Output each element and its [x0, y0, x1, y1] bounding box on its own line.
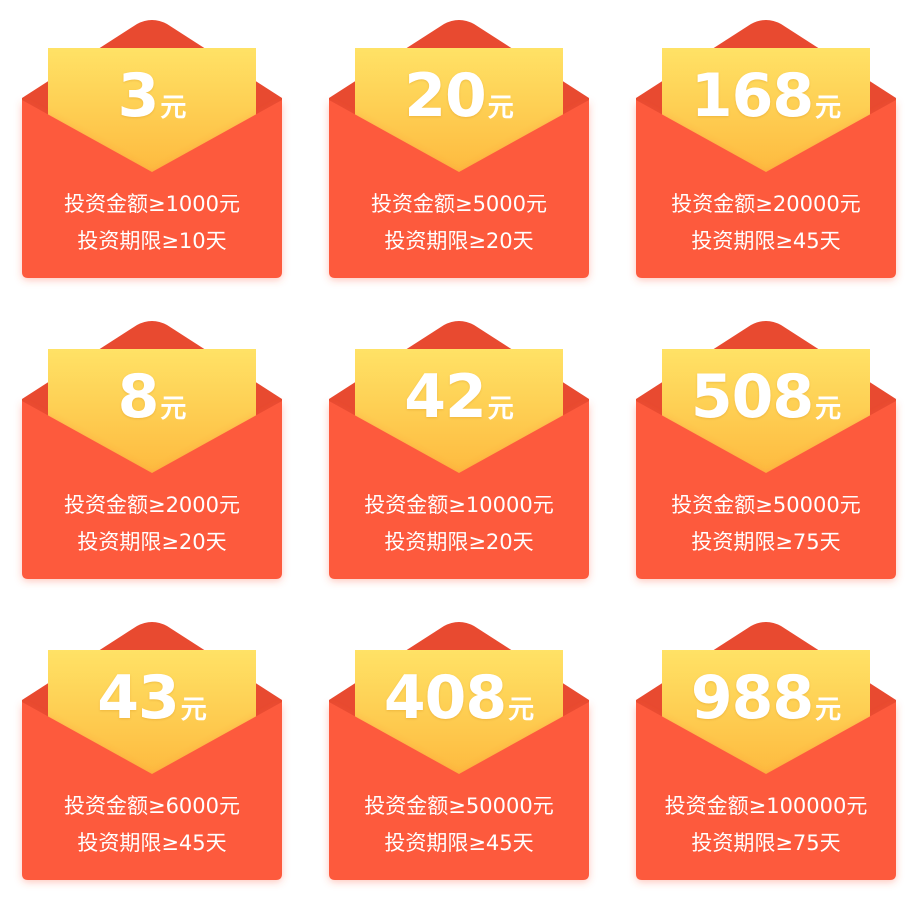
bonus-amount: 43元: [22, 668, 282, 728]
red-packet[interactable]: 8元 投资金额≥2000元 投资期限≥20天: [22, 321, 282, 581]
min-investment-amount: 投资金额≥5000元: [370, 192, 548, 216]
bonus-amount-value: 508: [690, 362, 814, 432]
bonus-amount: 3元: [22, 66, 282, 126]
bonus-amount: 508元: [636, 367, 896, 427]
bonus-amount-value: 43: [97, 663, 179, 733]
min-investment-term: 投资期限≥45天: [77, 831, 227, 855]
red-packet[interactable]: 20元 投资金额≥5000元 投资期限≥20天: [329, 20, 589, 280]
min-investment-term: 投资期限≥75天: [691, 831, 841, 855]
min-investment-term: 投资期限≥20天: [384, 530, 534, 554]
envelope-icon: [636, 321, 896, 579]
bonus-amount-unit: 元: [508, 695, 535, 725]
min-investment-amount: 投资金额≥20000元: [671, 192, 861, 216]
red-packet[interactable]: 42元 投资金额≥10000元 投资期限≥20天: [329, 321, 589, 581]
bonus-amount-value: 20: [404, 61, 486, 131]
bonus-amount: 988元: [636, 668, 896, 728]
bonus-amount: 168元: [636, 66, 896, 126]
envelope-icon: [22, 20, 282, 278]
bonus-amount: 42元: [329, 367, 589, 427]
bonus-amount-unit: 元: [815, 93, 842, 123]
min-investment-term: 投资期限≥10天: [77, 229, 227, 253]
bonus-amount-value: 168: [690, 61, 814, 131]
bonus-amount: 8元: [22, 367, 282, 427]
red-packet[interactable]: 43元 投资金额≥6000元 投资期限≥45天: [22, 622, 282, 882]
bonus-amount-value: 988: [690, 663, 814, 733]
min-investment-amount: 投资金额≥6000元: [63, 794, 241, 818]
bonus-amount-unit: 元: [160, 93, 187, 123]
min-investment-amount: 投资金额≥1000元: [63, 192, 241, 216]
min-investment-term: 投资期限≥75天: [691, 530, 841, 554]
bonus-amount-value: 42: [404, 362, 486, 432]
min-investment-amount: 投资金额≥100000元: [664, 794, 868, 818]
bonus-amount-unit: 元: [815, 394, 842, 424]
min-investment-amount: 投资金额≥50000元: [364, 794, 554, 818]
bonus-amount-unit: 元: [815, 695, 842, 725]
min-investment-amount: 投资金额≥10000元: [364, 493, 554, 517]
min-investment-term: 投资期限≥45天: [384, 831, 534, 855]
bonus-amount-unit: 元: [487, 394, 514, 424]
envelope-icon: [329, 321, 589, 579]
red-packet[interactable]: 988元 投资金额≥100000元 投资期限≥75天: [636, 622, 896, 882]
red-packet[interactable]: 3元 投资金额≥1000元 投资期限≥10天: [22, 20, 282, 280]
envelope-icon: [22, 321, 282, 579]
bonus-amount: 20元: [329, 66, 589, 126]
bonus-amount-unit: 元: [180, 695, 207, 725]
bonus-amount-unit: 元: [487, 93, 514, 123]
min-investment-term: 投资期限≥45天: [691, 229, 841, 253]
bonus-amount-value: 3: [117, 61, 160, 131]
min-investment-amount: 投资金额≥50000元: [671, 493, 861, 517]
envelope-icon: [329, 622, 589, 880]
envelope-icon: [329, 20, 589, 278]
min-investment-term: 投资期限≥20天: [77, 530, 227, 554]
bonus-amount-value: 408: [383, 663, 507, 733]
bonus-amount-unit: 元: [160, 394, 187, 424]
envelope-icon: [22, 622, 282, 880]
bonus-amount-value: 8: [117, 362, 160, 432]
envelope-icon: [636, 20, 896, 278]
red-packet[interactable]: 508元 投资金额≥50000元 投资期限≥75天: [636, 321, 896, 581]
bonus-amount: 408元: [329, 668, 589, 728]
red-packet[interactable]: 408元 投资金额≥50000元 投资期限≥45天: [329, 622, 589, 882]
min-investment-term: 投资期限≥20天: [384, 229, 534, 253]
envelope-icon: [636, 622, 896, 880]
red-packet[interactable]: 168元 投资金额≥20000元 投资期限≥45天: [636, 20, 896, 280]
min-investment-amount: 投资金额≥2000元: [63, 493, 241, 517]
